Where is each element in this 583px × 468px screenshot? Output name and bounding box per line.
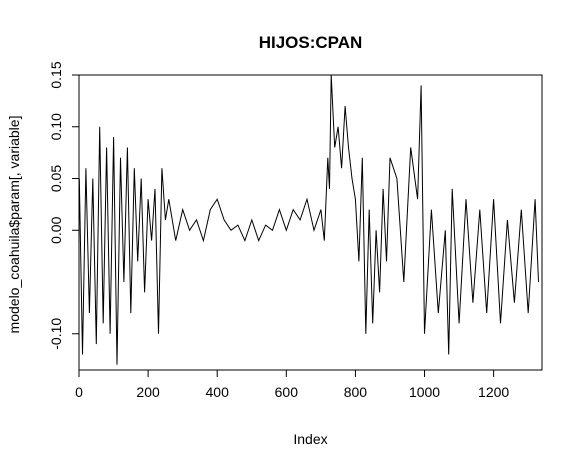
x-tick-label: 1000: [409, 384, 440, 400]
x-axis-label: Index: [293, 431, 327, 447]
x-axis: 0 200 400 600 800 1000 1200: [75, 369, 509, 400]
x-tick-label: 400: [206, 384, 230, 400]
y-tick-label: 0.10: [48, 113, 64, 140]
x-tick-label: 200: [136, 384, 160, 400]
y-axis-label: modelo_coahuila$param[, variable]: [6, 116, 22, 334]
y-tick-label: 0.00: [48, 216, 64, 243]
x-tick-label: 0: [75, 384, 83, 400]
y-axis: -0.10 0.00 0.05 0.10 0.15: [48, 61, 80, 350]
series-line: [78, 74, 539, 365]
plot-frame: [78, 74, 543, 371]
x-tick-label: 1200: [478, 384, 509, 400]
y-tick-label: -0.10: [48, 318, 64, 350]
x-tick-label: 800: [344, 384, 368, 400]
y-tick-label: 0.15: [48, 61, 64, 88]
x-tick-label: 600: [275, 384, 299, 400]
y-tick-label: 0.05: [48, 165, 64, 192]
chart-title: HIJOS:CPAN: [259, 33, 363, 52]
series-layer: [78, 74, 539, 365]
